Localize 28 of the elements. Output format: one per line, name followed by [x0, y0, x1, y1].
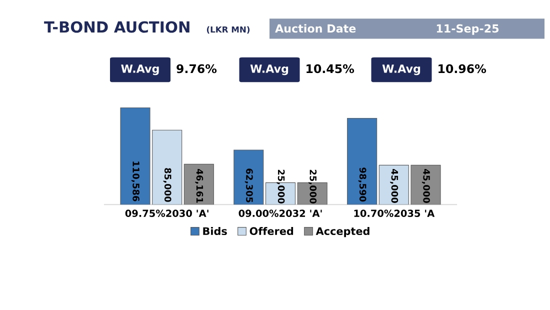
data-label: 25,000 [276, 170, 285, 204]
legend-label: Bids [203, 226, 227, 236]
text: W.Avg [250, 64, 288, 76]
data-label: 98,590 [358, 168, 366, 202]
bar [347, 118, 378, 205]
data-label: 85,000 [163, 168, 172, 202]
text: 11-Sep-25 [436, 24, 499, 35]
bar [184, 164, 214, 205]
legend-label: Offered [250, 226, 294, 236]
text: W.Avg [382, 64, 420, 76]
data-label: 45,000 [390, 168, 398, 203]
data-label: 110,586 [131, 162, 140, 202]
legend-label: Accepted [316, 226, 370, 238]
text: 9.76% [176, 64, 217, 74]
data-label: 46,161 [195, 168, 204, 203]
data-label: 62,305 [244, 168, 253, 202]
bar [234, 150, 264, 205]
data-label: 25,000 [308, 170, 317, 204]
text: W.Avg [121, 64, 159, 76]
text: 10.96% [438, 64, 486, 74]
x-tick-label: 09.00%2032 'A' [238, 210, 322, 217]
chart-title: T-BOND AUCTION [44, 21, 190, 33]
chart-subtitle: (LKR MN) [206, 26, 250, 34]
text: Auction Date [275, 24, 356, 33]
text: 10.45% [306, 64, 354, 74]
x-tick-label: 09.75%2030 'A' [125, 210, 208, 217]
x-tick-label: 10.70%2035 'A [354, 210, 435, 217]
data-label: 45,000 [422, 168, 430, 203]
